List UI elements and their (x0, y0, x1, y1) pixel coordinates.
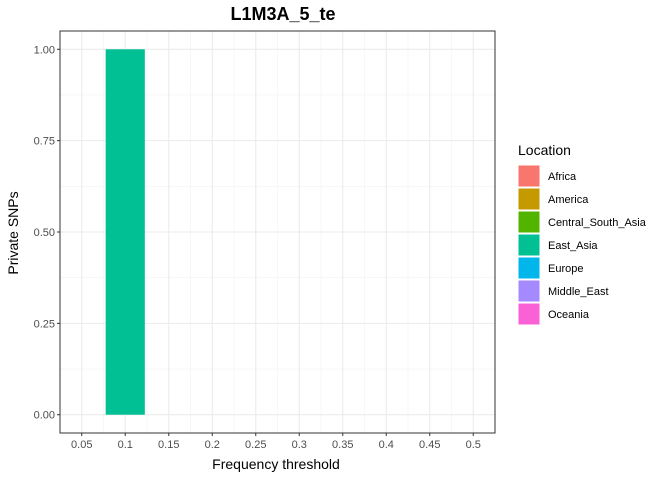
legend-key (517, 164, 541, 188)
bars (105, 49, 145, 415)
bar-east-asia (105, 49, 145, 415)
y-tick-label: 1.00 (34, 44, 55, 56)
x-tick-label: 0.35 (332, 439, 353, 451)
legend-key (517, 187, 541, 211)
y-axis-title: Private SNPs (5, 191, 21, 274)
y-tick-label: 0.50 (34, 227, 55, 239)
legend-title: Location (518, 142, 571, 158)
chart-title: L1M3A_5_te (230, 4, 335, 24)
legend-key (517, 256, 541, 280)
legend-label: Oceania (548, 309, 590, 321)
y-axis: 0.00 0.25 0.50 0.75 1.00 (34, 44, 60, 422)
x-axis: 0.05 0.1 0.15 0.2 0.25 0.3 0.35 0.4 0.45 0.5 (71, 433, 481, 451)
x-tick-label: 0.4 (379, 439, 394, 451)
x-tick-label: 0.15 (158, 439, 179, 451)
x-tick-label: 0.1 (118, 439, 133, 451)
legend: Africa America Central_South_Asia East_Asia… (517, 164, 647, 326)
legend-label: America (548, 194, 589, 206)
legend-key (517, 210, 541, 234)
y-tick-label: 0.25 (34, 318, 55, 330)
x-axis-title: Frequency threshold (212, 456, 340, 472)
legend-label: Africa (548, 171, 577, 183)
legend-key (517, 279, 541, 303)
y-tick-label: 0.75 (34, 136, 55, 148)
legend-key (517, 302, 541, 326)
legend-label: East_Asia (548, 240, 598, 252)
y-tick-label: 0.00 (34, 410, 55, 422)
legend-label: Central_South_Asia (548, 217, 647, 229)
legend-label: Middle_East (548, 286, 609, 298)
x-tick-label: 0.05 (71, 439, 92, 451)
legend-label: Europe (548, 263, 583, 275)
x-tick-label: 0.5 (466, 439, 481, 451)
x-tick-label: 0.3 (292, 439, 307, 451)
x-tick-label: 0.25 (245, 439, 266, 451)
x-tick-label: 0.45 (419, 439, 440, 451)
x-tick-label: 0.2 (205, 439, 220, 451)
legend-key (517, 233, 541, 257)
